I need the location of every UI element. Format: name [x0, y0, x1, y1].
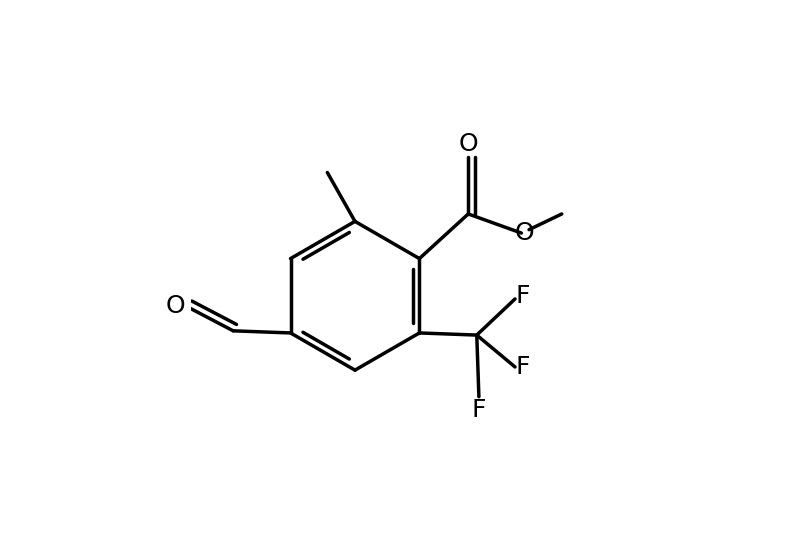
Text: O: O: [166, 294, 186, 318]
Text: O: O: [515, 221, 534, 245]
Text: F: F: [515, 355, 530, 379]
Text: O: O: [459, 132, 478, 156]
Text: F: F: [515, 284, 530, 307]
Text: F: F: [472, 399, 486, 422]
